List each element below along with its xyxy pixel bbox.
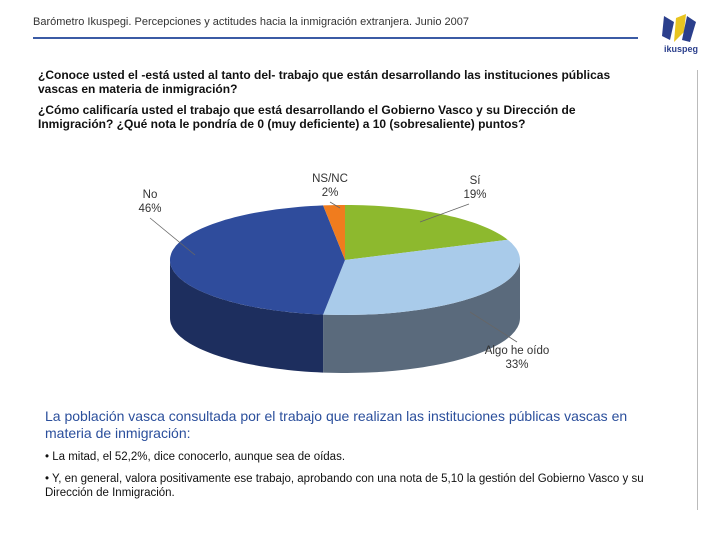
- pie-slice: [323, 239, 520, 315]
- pie-side: [170, 260, 324, 373]
- slice-value: 2%: [322, 187, 339, 199]
- slice-value: 46%: [138, 203, 161, 215]
- slice-label: NS/NC: [312, 173, 348, 185]
- pie-side: [323, 260, 520, 373]
- leader-line: [469, 311, 518, 343]
- slice-label: Sí: [470, 175, 482, 187]
- slice-label: No: [143, 189, 158, 201]
- pie-slice: [323, 205, 345, 260]
- pie-chart: Sí 19% Algo he oído 33% No 46% NS/NC 2%: [138, 173, 550, 373]
- leader-line: [329, 201, 341, 209]
- header-title: Barómetro Ikuspegi. Percepciones y actit…: [33, 16, 469, 28]
- side-rule: [697, 70, 698, 510]
- summary-heading: La población vasca consultada por el tra…: [45, 408, 628, 441]
- header-rule: [33, 37, 638, 39]
- leader-line: [149, 217, 196, 256]
- pie-slice: [345, 205, 508, 260]
- question: ¿Cómo calificaría usted el trabajo que e…: [38, 103, 576, 131]
- slice-label: Algo he oído: [485, 345, 550, 357]
- slice-value: 19%: [463, 189, 486, 201]
- summary-bullet: • La mitad, el 52,2%, dice conocerlo, au…: [45, 451, 346, 463]
- logo-mark: [662, 14, 696, 42]
- pie-slice: [170, 205, 345, 315]
- logo-text: ikuspeg: [664, 44, 699, 54]
- summary-bullet: • Y, en general, valora positivamente es…: [45, 473, 644, 499]
- question: ¿Conoce usted el -está usted al tanto de…: [38, 68, 611, 96]
- leader-line: [419, 203, 470, 223]
- slice-value: 33%: [505, 359, 528, 371]
